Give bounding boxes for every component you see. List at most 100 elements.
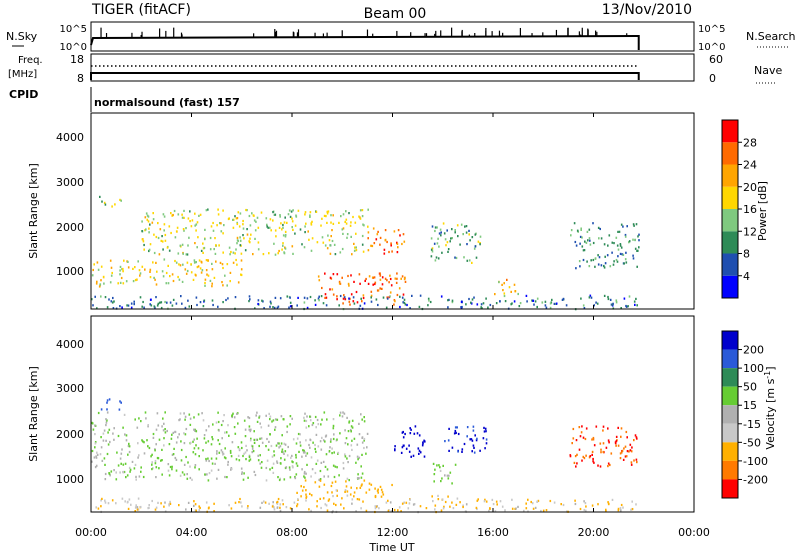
power-cell — [579, 265, 581, 268]
power-tick-2000: 2000 — [56, 221, 84, 234]
velocity-cell — [622, 458, 625, 461]
power-cell — [336, 273, 339, 276]
velocity-cell — [274, 418, 277, 421]
power-cell — [394, 277, 397, 280]
velocity-cell — [326, 491, 329, 494]
power-cell — [190, 225, 193, 228]
velocity-cell — [155, 476, 157, 479]
velocity-cell — [145, 417, 147, 420]
power-cell — [305, 222, 307, 225]
velocity-cell — [135, 475, 137, 478]
power-cell — [574, 240, 577, 244]
date-title: 13/Nov/2010 — [602, 2, 692, 18]
velocity-cell — [619, 452, 622, 455]
power-cell — [220, 230, 223, 233]
velocity-cell — [295, 462, 298, 465]
velocity-cell — [210, 469, 213, 472]
power-cell — [333, 243, 336, 246]
velocity-cell — [291, 417, 293, 420]
power-cell — [164, 239, 167, 242]
power-cell — [195, 229, 197, 232]
velocity-cell — [227, 463, 229, 466]
power-cell — [187, 299, 189, 302]
power-cell — [309, 215, 311, 218]
velocity-cell — [249, 430, 252, 433]
power-cell — [361, 215, 364, 218]
power-cell — [132, 267, 134, 270]
power-cell — [457, 235, 459, 238]
power-cell — [222, 284, 224, 287]
velocity-cell — [268, 412, 270, 415]
velocity-cell — [164, 411, 166, 414]
velocity-cell — [229, 451, 232, 454]
velocity-cell — [457, 450, 459, 453]
power-cell — [152, 218, 155, 221]
velocity-cell — [255, 438, 258, 441]
power-cell — [161, 240, 164, 243]
power-cell — [284, 233, 287, 237]
power-cell — [370, 244, 372, 247]
power-cell — [616, 260, 619, 263]
velocity-cell — [272, 462, 275, 465]
velocity-cell — [197, 447, 200, 450]
velocity-colorbar-label-exp: -1 — [763, 371, 772, 379]
power-cell — [183, 229, 185, 232]
velocity-cell — [189, 417, 192, 420]
power-cell — [623, 262, 625, 265]
velocity-cell — [231, 441, 234, 444]
power-cell — [544, 300, 547, 303]
power-cell — [606, 254, 609, 257]
velocity-cell — [292, 461, 294, 464]
velocity-cell — [333, 475, 336, 479]
power-cell — [141, 265, 144, 268]
freq-left-tick-bottom: 8 — [77, 72, 84, 85]
velocity-cell — [382, 493, 385, 496]
power-cell — [149, 268, 152, 271]
velocity-cell — [332, 495, 334, 498]
power-cell — [186, 253, 189, 256]
power-cell — [278, 249, 280, 253]
velocity-cell — [122, 463, 125, 466]
velocity-cell — [363, 446, 365, 450]
power-cell — [160, 301, 163, 304]
power-cell — [171, 304, 174, 307]
power-cell — [612, 263, 615, 266]
power-cell — [454, 256, 456, 259]
power-cell — [397, 246, 399, 249]
power-cell — [236, 263, 238, 266]
power-cell — [361, 209, 364, 212]
power-cell — [122, 282, 125, 285]
power-cell — [590, 296, 593, 299]
velocity-cell — [321, 436, 323, 439]
velocity-cell — [241, 471, 243, 474]
velocity-cell — [308, 443, 310, 447]
power-cell — [471, 261, 473, 264]
velocity-cell — [128, 442, 130, 445]
power-cell — [173, 209, 176, 213]
velocity-cell — [92, 428, 95, 431]
velocity-cell — [527, 498, 529, 501]
power-cell — [284, 216, 286, 219]
velocity-cell — [279, 509, 282, 512]
velocity-cell — [299, 433, 301, 436]
velocity-cell — [278, 446, 280, 449]
velocity-cell — [107, 443, 110, 446]
velocity-cell — [583, 457, 586, 460]
velocity-cell — [328, 450, 331, 453]
power-cell — [120, 199, 122, 202]
power-colorbar-tick-label: 12 — [743, 225, 757, 238]
velocity-cell — [312, 441, 314, 444]
power-cell — [462, 233, 464, 236]
velocity-cell — [358, 477, 360, 480]
power-cell — [532, 299, 534, 302]
velocity-colorbar-tick-label: 50 — [743, 381, 757, 394]
power-cell — [570, 234, 572, 237]
velocity-cell — [198, 508, 201, 511]
velocity-cell — [332, 418, 335, 421]
velocity-cell — [607, 503, 610, 506]
power-cell — [434, 229, 436, 233]
velocity-cell — [243, 419, 246, 422]
power-cell — [223, 224, 225, 227]
power-cell — [240, 268, 243, 271]
velocity-cell — [462, 505, 464, 509]
